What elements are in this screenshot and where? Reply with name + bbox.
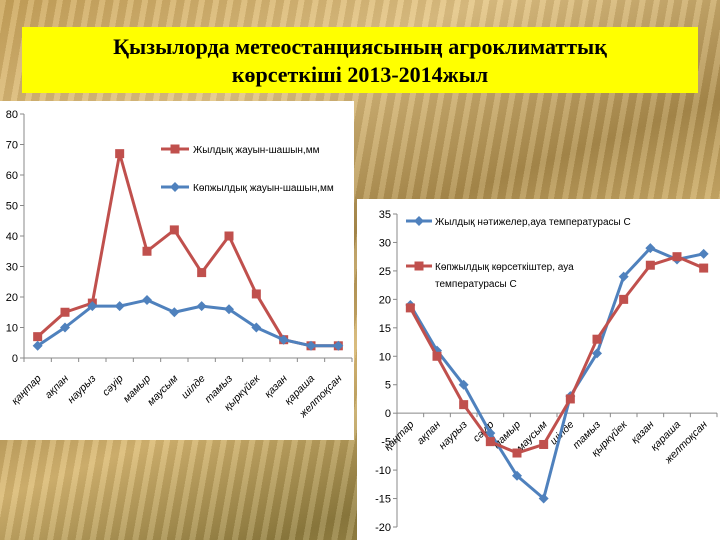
data-point-series-1 — [645, 243, 656, 254]
data-point-series-2 — [114, 301, 125, 312]
data-point-series-1 — [115, 149, 125, 159]
data-point-series-2 — [459, 400, 469, 410]
y-tick-label: 10 — [379, 351, 391, 363]
data-point-series-2 — [565, 394, 575, 404]
x-category-label: қаңтар — [9, 373, 44, 408]
data-point-series-2 — [87, 301, 98, 312]
data-point-series-2 — [672, 252, 682, 262]
data-point-series-1 — [169, 225, 179, 235]
y-tick-label: 25 — [379, 266, 391, 278]
data-point-series-2 — [306, 340, 316, 351]
y-tick-label: 0 — [12, 353, 18, 365]
data-point-series-1 — [592, 348, 602, 359]
temperature-chart-panel: -20 -15 -10 -5 0 5 10 15 20 25 30 35 қаңтар ақпан наур… — [357, 199, 720, 540]
y-tick-label: 70 — [6, 140, 18, 152]
data-point-series-1 — [142, 246, 152, 256]
data-point-series-1 — [538, 493, 549, 504]
legend-marker-2 — [414, 261, 424, 271]
legend-label-2-line-2: температурасы С — [435, 279, 517, 290]
data-point-series-1 — [33, 332, 43, 342]
data-point-series-1 — [60, 307, 70, 317]
temperature-chart: -20-15-10-505101520253035қаңтарақпаннаур… — [375, 209, 718, 534]
data-point-series-2 — [142, 295, 152, 306]
data-point-series-2 — [251, 322, 262, 333]
data-point-series-2 — [539, 439, 549, 449]
title-banner: Қызылорда метеостанциясының агроклиматты… — [22, 27, 698, 93]
y-tick-label: -15 — [375, 494, 391, 506]
y-tick-label: 30 — [6, 262, 18, 274]
legend-label-2: Көпжылдық жауын-шашын,мм — [193, 183, 334, 194]
data-point-series-2 — [432, 351, 442, 361]
data-point-series-2 — [485, 437, 495, 447]
data-point-series-2 — [169, 307, 180, 318]
data-point-series-1 — [197, 268, 207, 278]
title-line-2: көрсеткіші 2013-2014жыл — [231, 62, 489, 87]
precipitation-chart-panel: 0 10 20 30 40 50 60 70 80 қаңтар ақпан наурыз сәуір м… — [0, 101, 354, 440]
y-tick-label: -20 — [375, 522, 391, 534]
data-point-series-1 — [251, 289, 261, 299]
y-tick-label: 0 — [385, 408, 391, 420]
y-tick-label: 20 — [6, 292, 18, 304]
data-point-series-2 — [592, 334, 602, 344]
legend-marker-1 — [414, 216, 424, 226]
data-point-series-1 — [618, 271, 629, 282]
data-point-series-1 — [698, 248, 709, 259]
data-point-series-1 — [224, 231, 234, 241]
data-point-series-2 — [278, 334, 289, 345]
y-tick-label: 5 — [385, 380, 391, 392]
data-point-series-1 — [512, 470, 522, 481]
y-tick-label: 35 — [379, 209, 391, 221]
y-tick-label: 60 — [6, 170, 18, 182]
data-point-series-2 — [699, 263, 709, 273]
legend-label-2-line-1: Көпжылдық көрсеткіштер, ауа — [435, 262, 574, 273]
y-tick-label: 10 — [6, 323, 18, 335]
legend-marker-1 — [170, 144, 180, 154]
data-point-series-2 — [32, 340, 43, 351]
data-point-series-2 — [645, 260, 655, 270]
data-point-series-2 — [60, 322, 70, 333]
x-category-label: маусым — [145, 373, 180, 408]
data-point-series-2 — [512, 448, 522, 458]
data-point-series-2 — [196, 301, 207, 312]
x-category-label: наурыз — [437, 419, 470, 452]
y-tick-label: 40 — [6, 231, 18, 243]
x-category-label: наурыз — [65, 373, 98, 406]
y-tick-label: 50 — [6, 201, 18, 213]
legend-label-1: Жылдық жауын-шашын,мм — [193, 145, 320, 156]
y-tick-label: -10 — [375, 465, 391, 477]
y-tick-label: 30 — [379, 237, 391, 249]
legend-marker-2 — [170, 182, 180, 192]
y-tick-label: 15 — [379, 323, 391, 335]
series-line-1 — [409, 246, 704, 501]
y-tick-label: 80 — [6, 109, 18, 121]
data-point-series-2 — [619, 294, 629, 304]
legend-label-1: Жылдық нәтижелер,ауа температурасы С — [435, 217, 631, 228]
data-point-series-1 — [458, 379, 469, 390]
data-point-series-2 — [333, 340, 344, 351]
y-tick-label: 20 — [379, 294, 391, 306]
data-point-series-2 — [224, 304, 234, 315]
series-line-2 — [36, 298, 339, 348]
data-point-series-2 — [405, 303, 415, 313]
y-tick-label: -5 — [381, 437, 391, 449]
data-point-series-1 — [485, 428, 496, 439]
title-line-1: Қызылорда метеостанциясының агроклиматты… — [113, 34, 607, 59]
